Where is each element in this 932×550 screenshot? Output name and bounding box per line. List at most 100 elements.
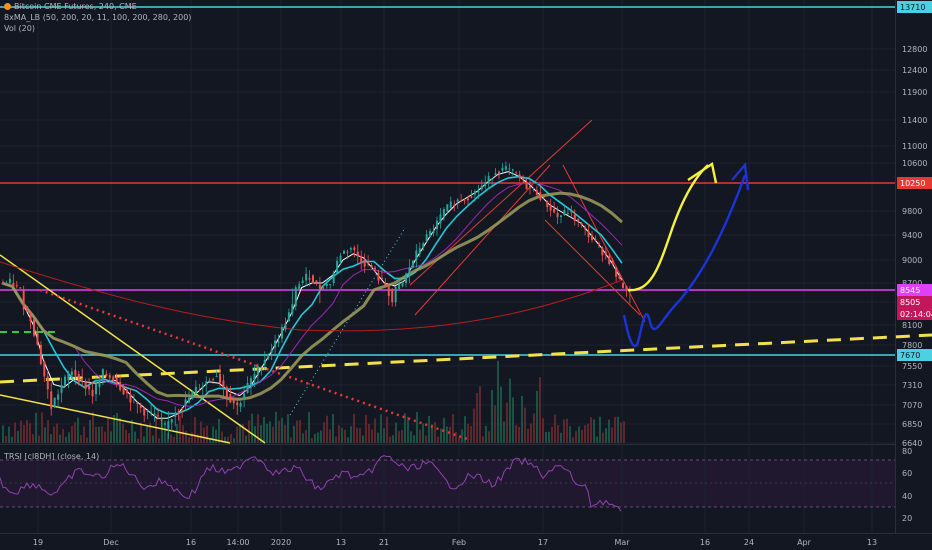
price-axis[interactable]: 12800 12400 11900 11400 11000 10600 10250 9800 9… (897, 1, 932, 448)
candle-body (194, 386, 197, 395)
volume-bar (50, 434, 52, 443)
volume-bar (476, 393, 478, 443)
symbol-legend[interactable]: Bitcoin CME Futures, 240, CME (4, 2, 137, 12)
candle-body (181, 408, 184, 410)
candle-body (594, 239, 597, 241)
volume-bar (458, 437, 460, 443)
volume-bar (161, 419, 163, 443)
volume-bar (59, 434, 61, 443)
volume-bar (503, 421, 505, 443)
volume-bar (557, 425, 559, 443)
candle-body (2, 283, 4, 284)
candle-body (315, 280, 318, 283)
price-tick-label: 11900 (902, 88, 927, 97)
candle-body (563, 210, 566, 215)
volume-bar (14, 422, 16, 443)
volume-bar (269, 421, 271, 443)
volume-bar (140, 422, 142, 443)
main-pane[interactable] (0, 0, 895, 444)
volume-bar (224, 436, 226, 443)
volume-bar (506, 402, 508, 443)
volume-bar (107, 418, 109, 443)
volume-bar (62, 429, 64, 443)
volume-bar (149, 422, 151, 443)
candle-body (177, 411, 180, 413)
price-tick-label: 12400 (902, 66, 927, 75)
volume-legend[interactable]: Vol (20) (4, 24, 35, 33)
candle-body (387, 286, 390, 297)
volume-bar (308, 412, 310, 443)
price-badge: 02:14:04 (897, 308, 932, 320)
volume-bar (413, 435, 415, 443)
candles (2, 161, 631, 440)
volume-bar (617, 416, 619, 443)
candle-body (546, 200, 549, 207)
volume-bar (101, 426, 103, 443)
candle-body (374, 267, 376, 270)
volume-bar (344, 429, 346, 443)
yellow-forecast-arrow (627, 164, 709, 292)
candle-body (436, 220, 438, 229)
volume-bar (377, 432, 379, 443)
volume-bar (11, 436, 13, 443)
candle-body (453, 204, 456, 206)
volume-bar (587, 423, 589, 443)
symbol-title: Bitcoin CME Futures, 240, CME (14, 2, 137, 11)
volume-bar (113, 414, 115, 443)
candle-body (250, 378, 252, 386)
volume-bar (338, 425, 340, 443)
price-tick-label: 8700 (902, 279, 922, 288)
volume-bar (74, 422, 76, 443)
candle-body (39, 345, 42, 365)
volume-bar (539, 377, 541, 443)
candle-body (22, 289, 25, 310)
price-badge-label: 10250 (900, 179, 925, 188)
candle-body (394, 286, 397, 303)
indicator-legend[interactable]: 8xMA_LB (50, 200, 20, 11, 100, 200, 280,… (4, 13, 192, 22)
rsi-legend[interactable]: TRSI [cl8DH] (close, 14) (4, 452, 100, 461)
candle-body (294, 287, 297, 307)
volume-bar (422, 423, 424, 443)
candle-body (539, 192, 542, 200)
volume-bar (449, 426, 451, 443)
volume-bar (365, 415, 367, 443)
volume-bar (134, 431, 136, 443)
volume-bar (350, 426, 352, 443)
time-tick-label: 16 (186, 538, 196, 547)
volume-bar (35, 412, 37, 443)
trendline-yellow-1 (0, 254, 266, 444)
volume-bar (227, 436, 229, 443)
candle-body (611, 260, 614, 265)
time-axis[interactable]: 19 Dec 16 14:00 2020 13 21 Feb 17 Mar 16 24 Apr 13 (33, 538, 877, 547)
volume-bar (95, 426, 97, 443)
time-tick-label: 13 (336, 538, 346, 547)
candle-body (380, 277, 383, 280)
price-tick-label: 9800 (902, 207, 922, 216)
volume-bar (203, 427, 205, 443)
candle-body (108, 375, 111, 378)
time-tick-label: 21 (379, 538, 389, 547)
volume-bar (236, 426, 238, 443)
volume-bar (311, 438, 313, 443)
candle-body (84, 381, 87, 389)
candle-body (491, 178, 494, 180)
candle-body (29, 312, 32, 322)
blue-arrowhead (731, 162, 750, 191)
volume-bar (380, 414, 382, 443)
volume-bar (80, 435, 82, 443)
volume-bar (353, 413, 355, 443)
candle-body (215, 376, 218, 378)
candle-body (243, 393, 246, 400)
rsi-axis[interactable]: 80 60 40 20 (902, 447, 912, 523)
candle-body (26, 306, 29, 312)
candle-body (160, 419, 163, 421)
price-badge: 7670 (897, 349, 932, 361)
volume-bar (332, 413, 334, 443)
volume-bar (128, 432, 130, 443)
volume-bar (299, 420, 301, 443)
volume-bar (221, 431, 223, 443)
volume-bar (29, 423, 31, 443)
volume-bar (371, 429, 373, 443)
rsi-tick-label: 80 (902, 447, 912, 456)
